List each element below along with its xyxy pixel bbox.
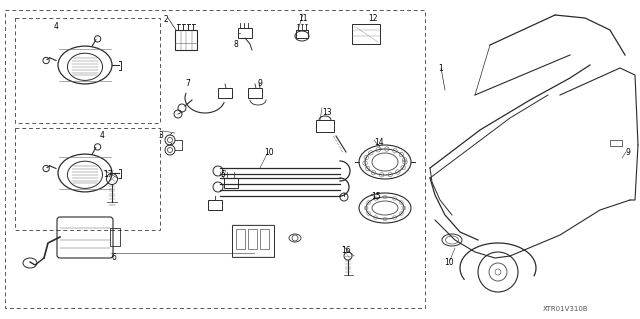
Text: 15: 15 (371, 192, 381, 201)
Text: 9: 9 (258, 79, 263, 88)
Bar (224, 178, 238, 188)
Text: 16: 16 (341, 246, 351, 255)
Bar (236, 229, 245, 249)
Text: 6: 6 (111, 253, 116, 262)
Bar (248, 229, 257, 249)
Text: 2: 2 (163, 15, 168, 24)
Bar (316, 120, 334, 132)
Text: 13: 13 (322, 108, 332, 117)
Text: 14: 14 (374, 138, 383, 147)
Bar (248, 88, 262, 98)
Text: 4: 4 (100, 131, 105, 140)
Bar (610, 140, 622, 146)
Bar (232, 225, 274, 257)
Bar (260, 229, 269, 249)
Text: 5: 5 (220, 170, 225, 179)
Text: 12: 12 (368, 14, 378, 23)
Bar (352, 24, 380, 44)
Bar (15, 128, 160, 230)
Bar (110, 228, 120, 246)
Text: XTR01V310B: XTR01V310B (543, 306, 589, 312)
Text: 8: 8 (233, 40, 237, 49)
Bar (296, 30, 308, 38)
Bar (175, 30, 197, 50)
Text: 17: 17 (103, 170, 113, 179)
Text: 11: 11 (298, 14, 307, 23)
Bar (218, 88, 232, 98)
Text: 3: 3 (158, 131, 163, 140)
Bar (208, 200, 222, 210)
Text: 7: 7 (185, 79, 190, 88)
Bar (5, 10, 425, 308)
Text: 9: 9 (626, 148, 631, 157)
Text: 4: 4 (54, 22, 59, 31)
Text: 1: 1 (438, 64, 443, 73)
Bar (15, 18, 160, 123)
Bar (238, 28, 252, 38)
Text: 10: 10 (444, 258, 454, 267)
Text: 10: 10 (264, 148, 274, 157)
